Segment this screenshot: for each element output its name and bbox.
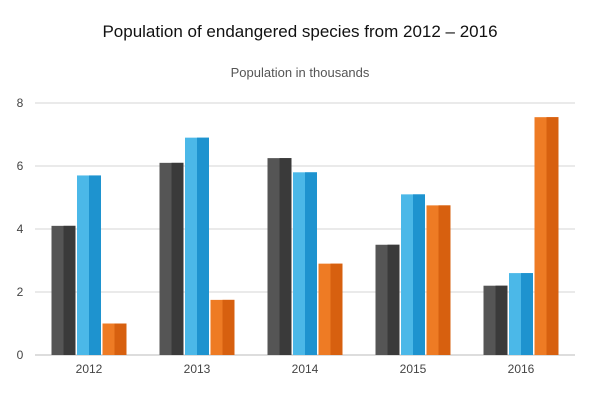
bars [51, 117, 559, 355]
bar [293, 172, 317, 355]
bar [159, 162, 184, 355]
bar-shade [197, 137, 209, 355]
bar [102, 323, 127, 355]
x-tick-label: 2016 [508, 362, 535, 376]
y-axis-ticks: 0 2 4 6 8 [17, 96, 24, 362]
bar-shade [114, 323, 127, 355]
bar [534, 117, 559, 355]
y-tick-label: 2 [17, 285, 24, 299]
bar-shade [438, 205, 451, 355]
bar [426, 205, 451, 355]
bar-shade [387, 244, 400, 355]
bar [51, 225, 76, 355]
bar [483, 285, 508, 355]
x-tick-label: 2015 [400, 362, 427, 376]
x-tick-label: 2012 [76, 362, 103, 376]
bar-shade [521, 273, 533, 355]
x-tick-label: 2014 [292, 362, 319, 376]
chart-subtitle: Population in thousands [230, 65, 370, 80]
bar-shade [413, 194, 425, 355]
chart-title: Population of endangered species from 20… [102, 22, 498, 41]
bar [375, 244, 400, 355]
x-tick-label: 2013 [184, 362, 211, 376]
bar-shade [546, 117, 559, 355]
bar-shade [330, 263, 343, 355]
y-tick-label: 0 [17, 348, 24, 362]
bar [185, 137, 209, 355]
bar [267, 158, 292, 355]
y-tick-label: 4 [17, 222, 24, 236]
bar-shade [495, 285, 508, 355]
bar [77, 175, 101, 355]
bar [509, 273, 533, 355]
y-tick-label: 6 [17, 159, 24, 173]
x-axis-ticks: 2012 2013 2014 2015 2016 [76, 362, 535, 376]
bar-shade [89, 175, 101, 355]
bar [318, 263, 343, 355]
bar-shade [222, 299, 235, 355]
bar [210, 299, 235, 355]
bar-shade [305, 172, 317, 355]
bar-shade [171, 162, 184, 355]
bar-shade [279, 158, 292, 355]
y-tick-label: 8 [17, 96, 24, 110]
bar-shade [63, 225, 76, 355]
bar [401, 194, 425, 355]
